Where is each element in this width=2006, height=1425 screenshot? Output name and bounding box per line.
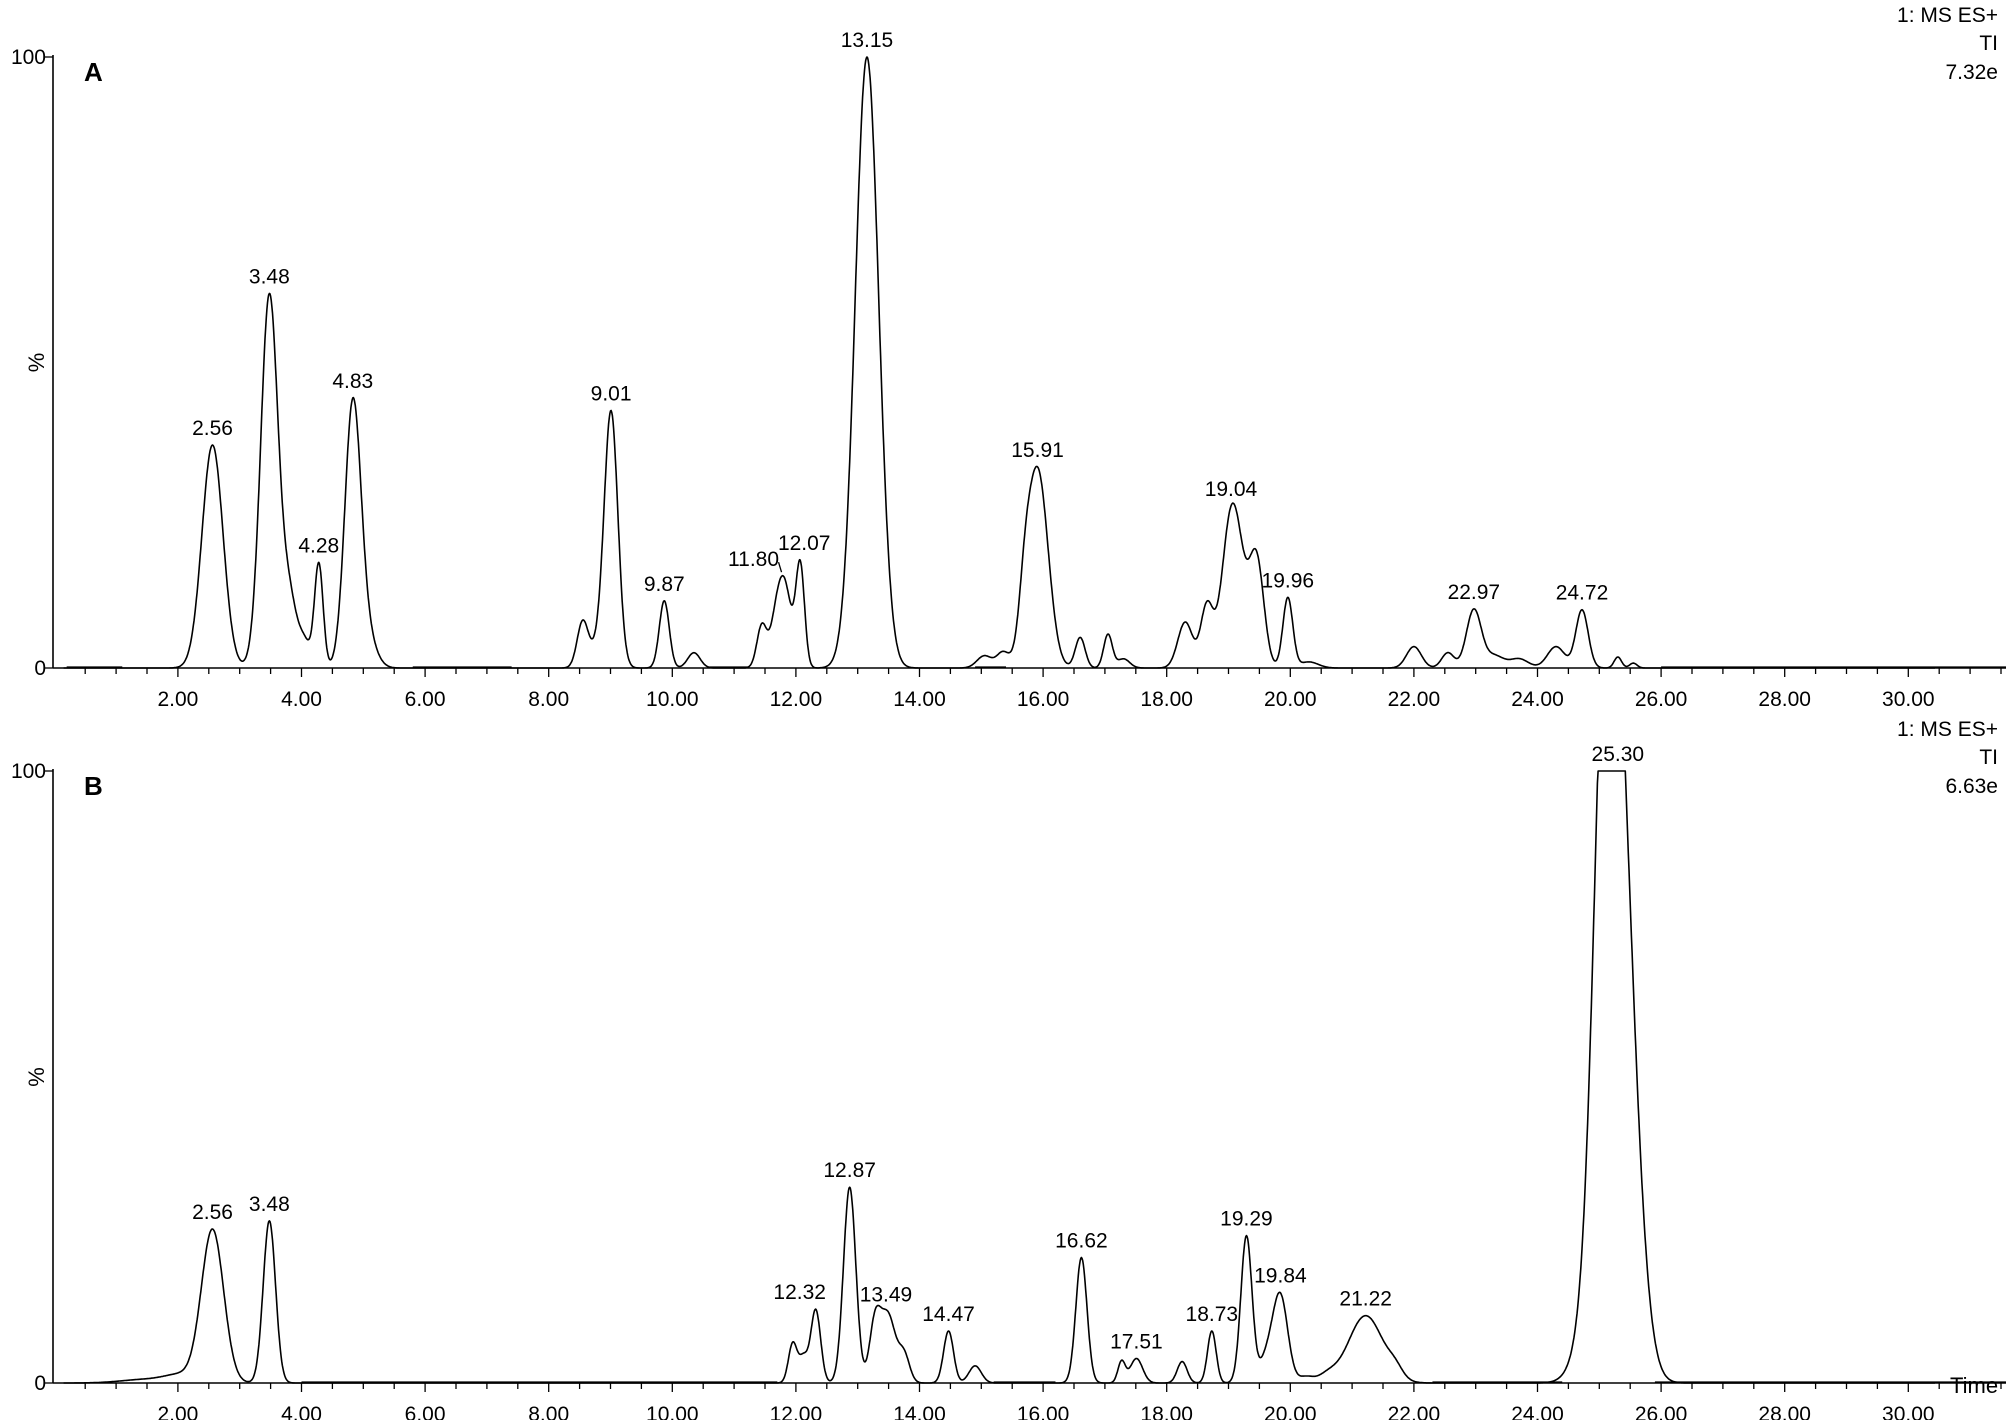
y-axis-label: %	[24, 1067, 49, 1087]
peak-label: 19.04	[1205, 478, 1258, 501]
peak-label: 9.87	[644, 573, 685, 596]
x-tick-label: 22.00	[1388, 1403, 1441, 1420]
x-tick-label: 20.00	[1264, 688, 1317, 711]
x-tick-label: 12.00	[770, 688, 823, 711]
x-tick-label: 4.00	[281, 1403, 322, 1420]
x-tick-label: 6.00	[405, 1403, 446, 1420]
x-tick-label: 4.00	[281, 688, 322, 711]
peak-label: 11.80	[728, 548, 779, 571]
panel-b: 100 0% 2.00 4.00 6.00 8.00 10.00 12.00 14.00 16.0…	[11, 718, 2006, 1425]
x-tick-label: 14.00	[893, 688, 946, 711]
peak-label-leader	[777, 561, 783, 573]
x-tick-label: 20.00	[1264, 1403, 1317, 1420]
x-axis-label: Time	[1950, 1373, 1998, 1398]
y-axis-bottom-label: 0	[34, 1372, 46, 1395]
peak-label: 16.62	[1055, 1230, 1108, 1253]
x-tick-label: 30.00	[1882, 1403, 1935, 1420]
peak-label: 17.51	[1110, 1331, 1163, 1354]
panel-label-a: A	[84, 57, 103, 87]
peak-label: 19.96	[1262, 569, 1315, 592]
y-axis-top-label: 100	[11, 46, 46, 69]
x-tick-label: 30.00	[1882, 688, 1935, 711]
x-tick-label: 8.00	[528, 688, 569, 711]
peak-label: 2.56	[192, 1201, 233, 1224]
peak-label: 19.84	[1254, 1265, 1307, 1288]
peak-label: 24.72	[1556, 582, 1609, 605]
peak-label: 3.48	[249, 265, 290, 288]
x-tick-label: 6.00	[405, 688, 446, 711]
y-axis-label: %	[24, 353, 49, 373]
x-tick-label: 22.00	[1388, 688, 1441, 711]
x-tick-label: 18.00	[1140, 1403, 1193, 1420]
x-tick-label: 24.00	[1511, 688, 1564, 711]
header-line-2: TI	[1979, 746, 1998, 769]
peak-label: 15.91	[1011, 439, 1064, 462]
x-tick-label: 28.00	[1758, 1403, 1811, 1420]
x-tick-label: 8.00	[528, 1403, 569, 1420]
y-axis-top-label: 100	[11, 760, 46, 783]
x-tick-label: 14.00	[893, 1403, 946, 1420]
peak-label: 2.56	[192, 417, 233, 440]
x-tick-label: 26.00	[1635, 688, 1688, 711]
header-line-3: 7.32e	[1945, 61, 1998, 84]
x-tick-label: 2.00	[157, 688, 198, 711]
peak-label: 3.48	[249, 1193, 290, 1216]
x-tick-label: 12.00	[770, 1403, 823, 1420]
peak-label: 4.83	[332, 370, 373, 393]
peak-label: 9.01	[591, 382, 632, 405]
peak-label: 21.22	[1339, 1288, 1392, 1311]
peak-label: 22.97	[1448, 581, 1501, 604]
x-tick-label: 28.00	[1758, 688, 1811, 711]
panel-label-b: B	[84, 771, 103, 801]
x-tick-label: 16.00	[1017, 688, 1070, 711]
header-line-3: 6.63e	[1945, 775, 1998, 798]
peak-label: 4.28	[298, 534, 339, 557]
peak-label: 13.49	[860, 1283, 913, 1306]
panel-a: 100 0% 2.00 4.00 6.00 8.00 10.00 12.00 14.00 16.0…	[11, 4, 2006, 711]
peak-label: 12.07	[778, 532, 831, 555]
peak-label: 12.87	[823, 1159, 876, 1182]
peak-label: 18.73	[1186, 1303, 1239, 1326]
peak-label: 25.30	[1592, 743, 1645, 766]
peak-label: 13.15	[841, 29, 894, 52]
header-line-1: 1: MS ES+	[1897, 4, 1998, 27]
x-tick-label: 10.00	[646, 688, 699, 711]
x-tick-label: 24.00	[1511, 1403, 1564, 1420]
x-tick-label: 26.00	[1635, 1403, 1688, 1420]
header-line-2: TI	[1979, 32, 1998, 55]
x-tick-label: 10.00	[646, 1403, 699, 1420]
peak-label: 14.47	[922, 1303, 975, 1326]
trace-line-b	[63, 770, 2006, 1384]
peak-label: 19.29	[1220, 1208, 1273, 1231]
x-tick-label: 16.00	[1017, 1403, 1070, 1420]
trace-line-a	[63, 56, 2006, 669]
peak-label: 12.32	[773, 1281, 826, 1304]
y-axis-bottom-label: 0	[34, 657, 46, 680]
header-line-1: 1: MS ES+	[1897, 718, 1998, 741]
x-tick-label: 2.00	[157, 1403, 198, 1420]
x-tick-label: 18.00	[1140, 688, 1193, 711]
